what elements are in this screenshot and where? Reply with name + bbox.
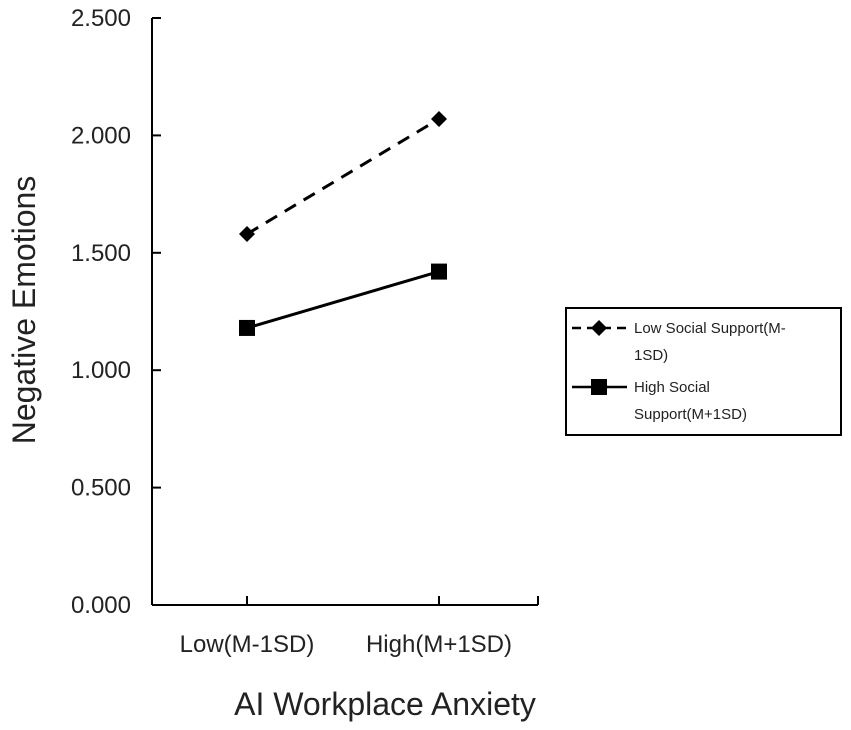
- y-tick-label: 1.000: [71, 357, 131, 384]
- series-group: [239, 110, 447, 336]
- data-point-square: [239, 319, 255, 336]
- legend-marker-diamond: [591, 320, 607, 336]
- legend-item: Low Social Support(M- 1SD): [572, 320, 786, 364]
- series-1: [239, 110, 447, 243]
- legend-box: [565, 307, 842, 436]
- y-tick-label: 2.500: [71, 5, 131, 32]
- x-axis-title: AI Workplace Anxiety: [234, 686, 536, 722]
- data-point-square: [431, 263, 447, 280]
- legend: Low Social Support(M- 1SD) High Social Supp…: [565, 307, 842, 436]
- legend-marker-square: [591, 379, 607, 395]
- series-2: [239, 263, 447, 336]
- data-point-diamond: [431, 110, 447, 127]
- data-point-diamond: [239, 226, 255, 243]
- x-axis-ticks: Low(M-1SD) High(M+1SD): [180, 596, 539, 658]
- legend-label: Low Social Support(M-: [634, 320, 786, 337]
- x-tick-label: High(M+1SD): [366, 631, 512, 658]
- y-axis-ticks: 0.000 0.500 1.000 1.500 2.000 2.500: [71, 5, 161, 619]
- y-axis-title: Negative Emotions: [6, 176, 42, 445]
- y-tick-label: 0.000: [71, 592, 131, 619]
- legend-label: High Social: [634, 379, 710, 396]
- legend-label: 1SD): [634, 347, 668, 364]
- series-line: [246, 117, 440, 236]
- legend-item: High Social Support(M+1SD): [572, 379, 747, 423]
- series-line: [246, 270, 440, 330]
- y-tick-label: 0.500: [71, 475, 131, 502]
- y-tick-label: 1.500: [71, 240, 131, 267]
- x-tick-label: Low(M-1SD): [180, 631, 315, 658]
- legend-label: Support(M+1SD): [634, 406, 747, 423]
- y-tick-label: 2.000: [71, 122, 131, 149]
